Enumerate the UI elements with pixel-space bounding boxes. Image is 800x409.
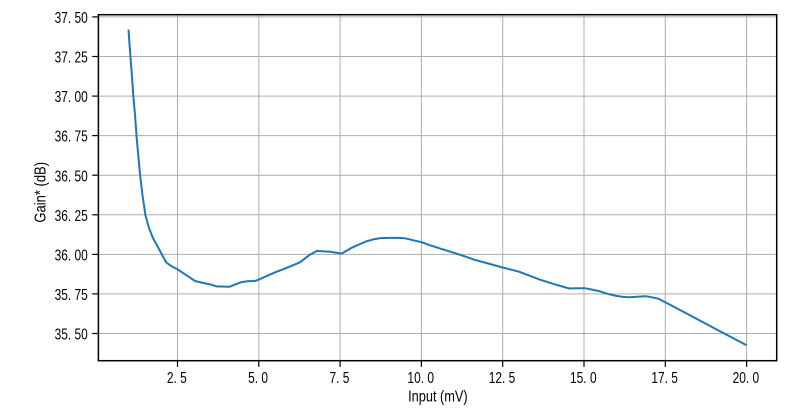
svg-text:36. 00: 36. 00	[55, 247, 88, 264]
svg-text:7. 5: 7. 5	[329, 370, 349, 387]
svg-text:37. 50: 37. 50	[55, 10, 88, 27]
svg-text:5. 0: 5. 0	[248, 370, 268, 387]
svg-text:12. 5: 12. 5	[489, 370, 516, 387]
svg-text:35. 75: 35. 75	[55, 287, 88, 304]
svg-text:2. 5: 2. 5	[167, 370, 187, 387]
svg-text:Gain* (dB): Gain* (dB)	[33, 162, 50, 223]
svg-text:20. 0: 20. 0	[733, 370, 760, 387]
svg-text:15. 0: 15. 0	[570, 370, 597, 387]
svg-text:36. 75: 36. 75	[55, 128, 88, 145]
svg-text:36. 25: 36. 25	[55, 208, 88, 225]
svg-text:35. 50: 35. 50	[55, 326, 88, 343]
svg-text:36. 50: 36. 50	[55, 168, 88, 185]
svg-text:37. 25: 37. 25	[55, 49, 88, 66]
svg-text:Input (mV): Input (mV)	[408, 387, 468, 404]
svg-text:37. 00: 37. 00	[55, 89, 88, 106]
svg-text:10. 0: 10. 0	[407, 370, 434, 387]
svg-text:17. 5: 17. 5	[651, 370, 678, 387]
